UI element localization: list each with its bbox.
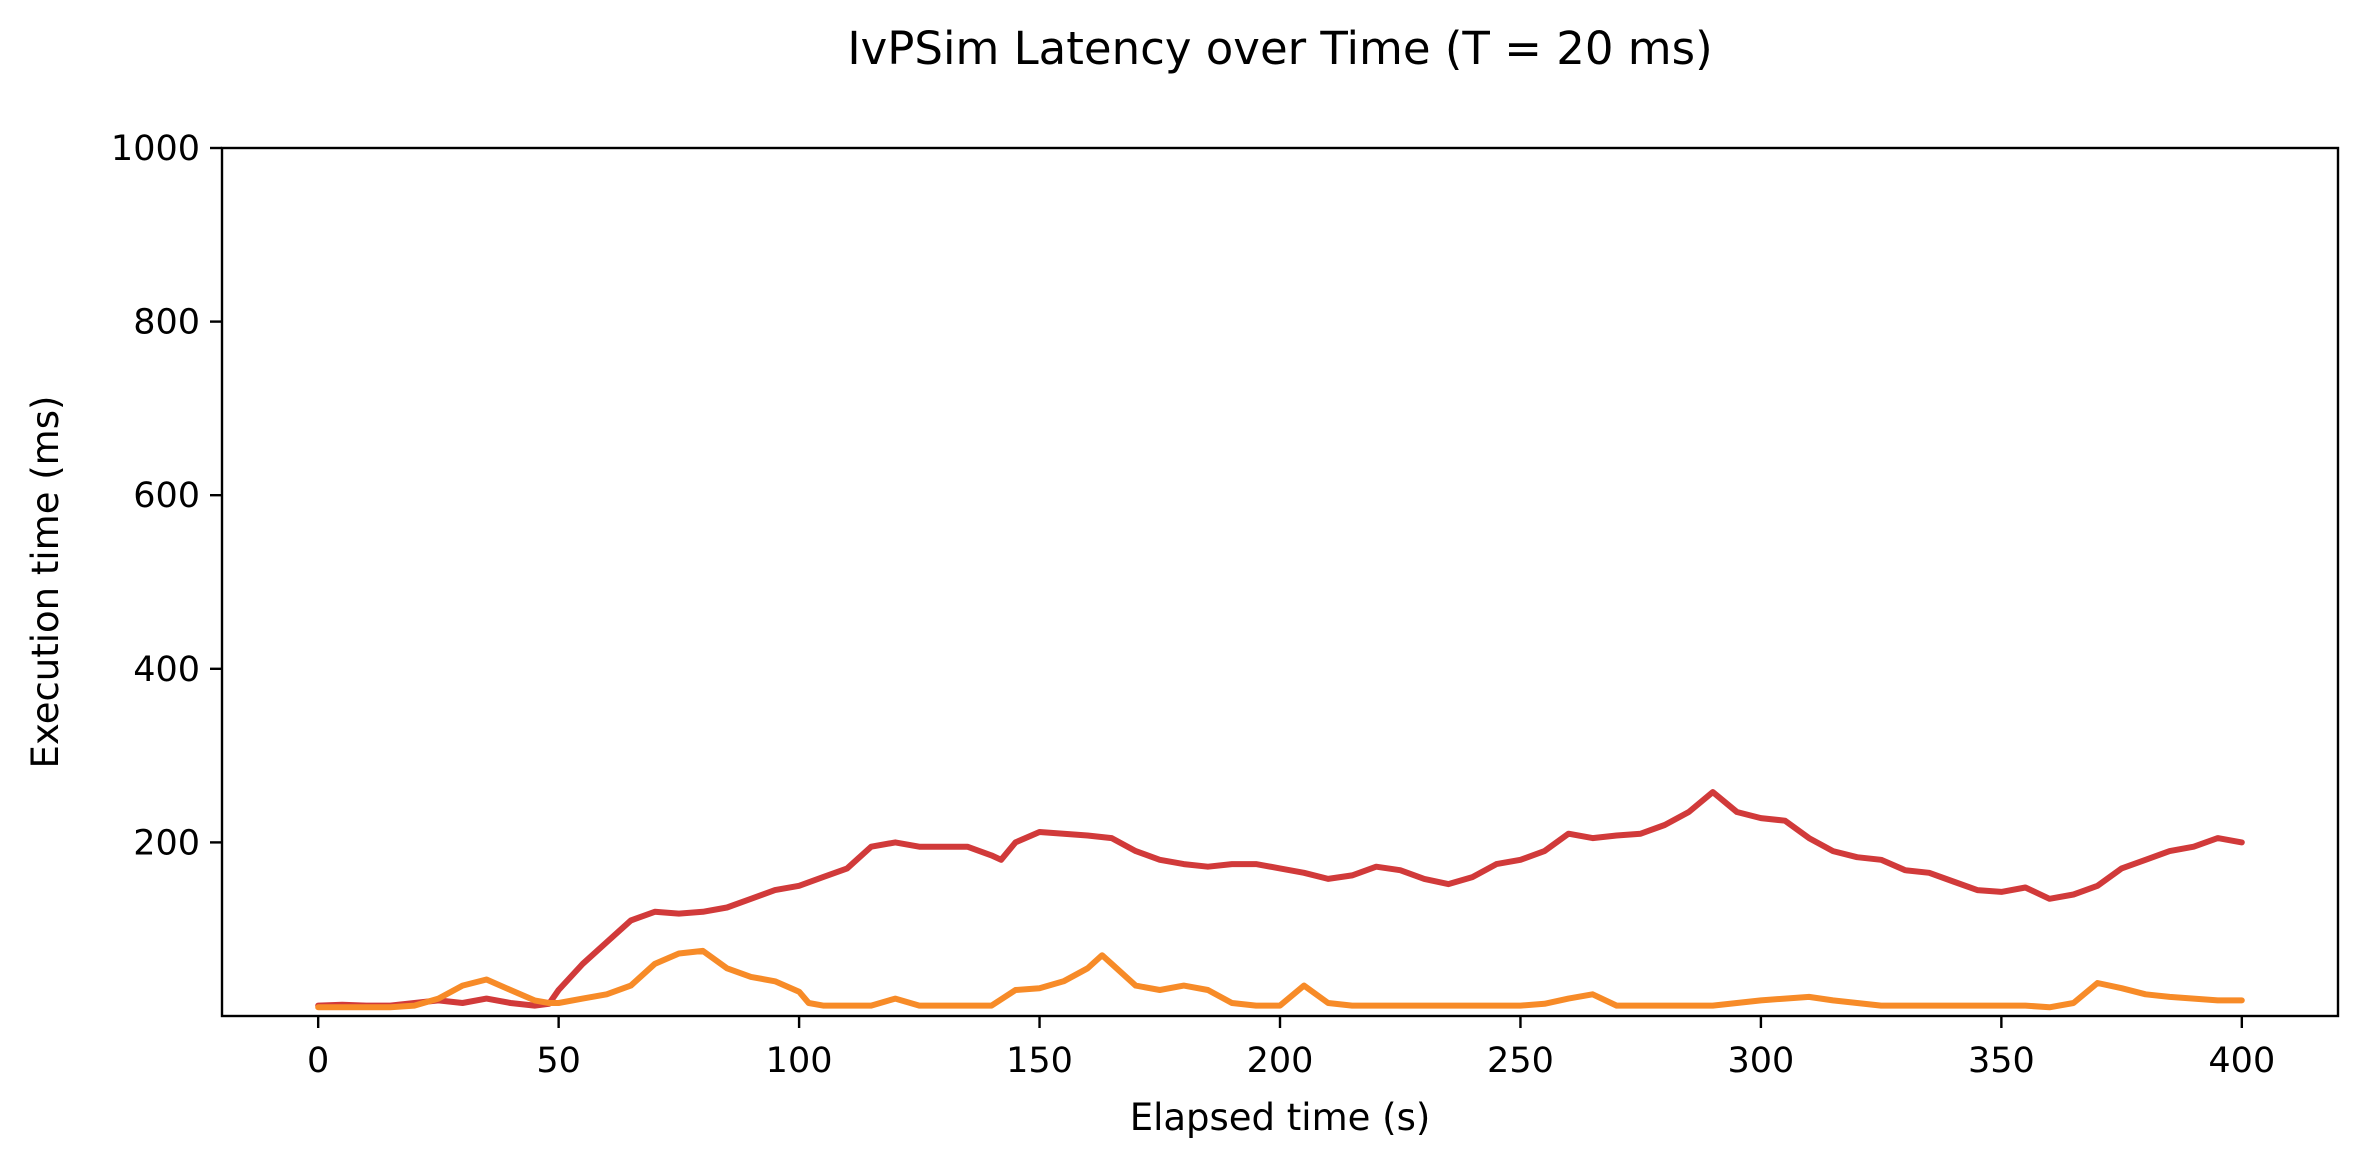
x-tick-label: 0 [307,1041,329,1081]
series-line-1 [315,789,2245,1009]
y-tick-label: 800 [133,303,200,343]
x-tick-label: 350 [1968,1041,2035,1081]
x-tick-label: 150 [1006,1041,1073,1081]
series-line-2 [315,947,2245,1011]
x-tick-label: 300 [1728,1041,1795,1081]
x-axis: 0 50 100 150 200 250 300 350 400 [307,1016,2275,1081]
y-tick-label: 200 [133,823,200,863]
chart-title: IvPSim Latency over Time (T = 20 ms) [847,22,1712,75]
y-axis: 200 400 600 800 1000 [111,129,222,863]
x-tick-label: 50 [536,1041,581,1081]
y-tick-label: 400 [133,650,200,690]
x-tick-label: 400 [2208,1041,2275,1081]
x-axis-label: Elapsed time (s) [1130,1096,1431,1139]
y-tick-label: 1000 [111,129,200,169]
y-tick-label: 600 [133,476,200,516]
series-layer [315,789,2245,1011]
y-axis-label: Execution time (ms) [24,396,67,769]
x-tick-label: 250 [1487,1041,1554,1081]
x-tick-label: 200 [1247,1041,1314,1081]
x-tick-label: 100 [766,1041,833,1081]
